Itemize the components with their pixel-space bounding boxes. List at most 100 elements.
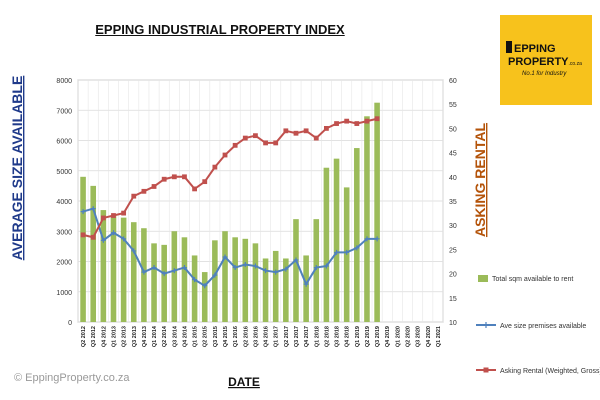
x-tick-label: Q2 2016 [243, 326, 249, 347]
x-tick-label: Q1 2019 [355, 326, 361, 347]
right-tick-label: 25 [449, 247, 457, 254]
x-tick-label: Q2 2020 [406, 326, 412, 347]
chart-axes: 0 1000 2000 3000 4000 5000 6000 7000 8000 10 15 20 2… [56, 78, 456, 347]
asking-rental-point [90, 234, 96, 240]
x-tick-label: Q3 2013 [132, 326, 138, 347]
bar [354, 148, 360, 322]
left-tick-label: 1000 [56, 290, 72, 297]
ave-size-point [171, 268, 177, 274]
ave-size-point [354, 245, 360, 251]
ave-size-point [161, 271, 167, 277]
asking-rental-point [354, 121, 360, 126]
right-tick-label: 10 [449, 320, 457, 327]
right-tick-label: 40 [449, 175, 457, 182]
ave-size-point [364, 236, 370, 242]
ave-size-point [181, 265, 187, 271]
x-tick-label: Q3 2020 [416, 326, 422, 347]
asking-rental-point [324, 126, 329, 131]
x-tick-label: Q2 2019 [365, 326, 371, 347]
ave-size-point [283, 266, 289, 272]
asking-rental-point [171, 174, 177, 180]
chart-legend: Total sqm available to rent Ave size prem… [476, 275, 600, 375]
bar [151, 243, 157, 322]
asking-rental-point [344, 118, 350, 124]
x-tick-label: Q2 2018 [324, 326, 330, 347]
right-tick-label: 20 [449, 272, 457, 279]
legend-marker-ave [483, 322, 489, 328]
ave-size-point [141, 269, 147, 275]
x-tick-label: Q2 2017 [284, 326, 290, 347]
bar [141, 228, 147, 322]
bar [232, 237, 238, 322]
bar [323, 167, 330, 322]
left-tick-label: 3000 [56, 229, 72, 236]
bar [283, 258, 289, 322]
bar [313, 219, 320, 322]
bar [222, 231, 228, 322]
asking-rental-point [80, 232, 86, 238]
bar [303, 255, 309, 322]
x-axis-title: DATE [228, 375, 260, 389]
ave-size-point [252, 263, 258, 269]
right-tick-label: 50 [449, 126, 457, 133]
ave-size-point [121, 236, 127, 242]
left-tick-label: 4000 [56, 199, 72, 206]
legend-label-ave: Ave size premises available [500, 323, 586, 330]
x-tick-label: Q4 2014 [182, 325, 188, 347]
chart-title: EPPING INDUSTRIAL PROPERTY INDEX [95, 22, 345, 37]
left-tick-label: 8000 [56, 78, 72, 85]
x-tick-label: Q3 2012 [91, 326, 97, 347]
x-tick-label: Q1 2021 [436, 326, 442, 347]
x-tick-label: Q4 2017 [304, 326, 310, 347]
x-tick-label: Q4 2015 [223, 326, 229, 347]
logo-building-icon [506, 41, 512, 53]
asking-rental-point [273, 140, 279, 146]
asking-rental-point [263, 140, 268, 146]
asking-rental-point [293, 130, 299, 136]
asking-rental-point [222, 152, 228, 158]
bar [191, 255, 198, 322]
x-tick-label: Q4 2020 [426, 326, 432, 347]
x-tick-label: Q2 2015 [203, 326, 209, 347]
asking-rental-point [182, 174, 187, 180]
ave-size-point [313, 265, 319, 271]
bar [130, 222, 137, 322]
ave-size-point [192, 277, 198, 283]
asking-rental-point [283, 128, 289, 134]
left-tick-label: 2000 [56, 260, 72, 267]
bar [212, 240, 218, 322]
logo-line-1: EPPING [514, 43, 556, 55]
x-tick-label: Q2 2013 [122, 326, 128, 347]
left-tick-label: 6000 [56, 139, 72, 146]
x-tick-label: Q1 2014 [152, 325, 158, 347]
ave-size-point [151, 265, 157, 271]
bar [252, 243, 259, 322]
epping-property-logo: EPPING PROPERTY.co.za No.1 for Industry [500, 15, 592, 105]
right-tick-label: 55 [449, 102, 457, 109]
legend-swatch-bars [478, 275, 488, 282]
ave-size-point [263, 268, 269, 274]
asking-rental-point [334, 121, 339, 126]
x-tick-label: Q4 2012 [101, 326, 107, 347]
x-tick-label: Q3 2019 [375, 326, 381, 347]
x-tick-label: Q1 2016 [233, 326, 239, 347]
ave-size-point [374, 236, 380, 242]
ave-size-point [344, 249, 350, 255]
legend-marker-asking [483, 367, 489, 373]
x-tick-label: Q1 2015 [193, 326, 199, 347]
bar [293, 219, 299, 322]
right-tick-label: 30 [449, 223, 457, 230]
x-tick-label: Q3 2017 [294, 326, 300, 347]
asking-rental-point [131, 193, 137, 199]
asking-rental-point [121, 210, 127, 216]
right-tick-label: 35 [449, 199, 457, 206]
asking-rental-point [212, 164, 218, 170]
asking-rental-point [364, 118, 370, 124]
ave-size-point [131, 248, 137, 254]
asking-rental-point [303, 128, 309, 134]
x-tick-label: Q3 2015 [213, 326, 219, 347]
x-tick-label: Q4 2019 [385, 326, 391, 347]
bar [161, 244, 167, 322]
left-tick-label: 7000 [56, 108, 72, 115]
bar [90, 185, 96, 322]
